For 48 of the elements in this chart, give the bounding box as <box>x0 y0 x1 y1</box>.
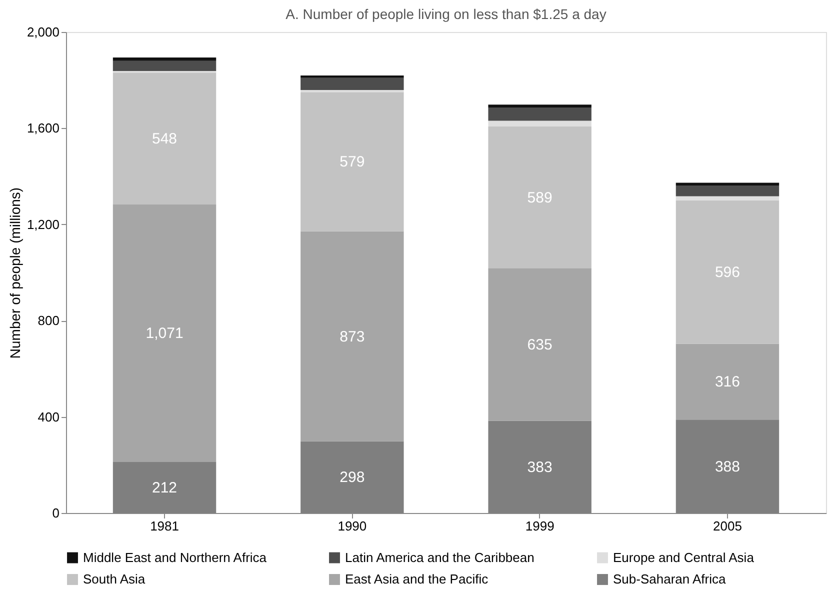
data-label: 873 <box>340 328 365 346</box>
y-tick-label: 2,000 <box>26 24 60 40</box>
bar <box>676 200 780 344</box>
y-tick-label: 1,600 <box>26 120 60 136</box>
bar <box>112 60 216 71</box>
bar <box>300 231 404 442</box>
bar <box>112 57 216 61</box>
y-tick-label: 1,200 <box>26 216 60 232</box>
data-label: 635 <box>527 336 552 354</box>
legend-label: East Asia and the Pacific <box>345 572 489 586</box>
bar <box>676 196 780 200</box>
bar <box>300 78 404 90</box>
data-label: 589 <box>527 189 552 206</box>
legend-label: South Asia <box>83 572 146 586</box>
data-label: 298 <box>340 469 365 486</box>
y-tick-label: 0 <box>52 506 60 520</box>
y-tick-label: 800 <box>38 313 60 328</box>
bar <box>300 90 404 92</box>
legend-label: Europe and Central Asia <box>613 550 755 565</box>
y-tick-label: 400 <box>38 409 60 424</box>
bar <box>488 108 592 121</box>
data-label: 548 <box>152 130 178 148</box>
legend-label: Middle East and Northern Africa <box>83 550 268 565</box>
data-label: 383 <box>527 458 552 476</box>
bar <box>488 268 592 421</box>
data-label: 388 <box>714 458 740 476</box>
bar <box>112 204 216 462</box>
data-label: 316 <box>714 374 740 391</box>
legend-label: Sub-Saharan Africa <box>613 572 727 586</box>
chart-title: A. Number of people living on less than $1.25 a day <box>286 6 606 22</box>
bar <box>488 104 592 108</box>
legend-label: Latin America and the Caribbean <box>345 550 534 565</box>
bar <box>676 182 780 186</box>
x-tick-label: 2005 <box>713 518 742 534</box>
x-tick-label: 1999 <box>525 518 554 534</box>
y-axis-title: Number of people (millions) <box>6 187 23 359</box>
bar <box>112 72 216 204</box>
x-tick-label: 1981 <box>150 518 179 534</box>
bar <box>488 120 592 127</box>
data-label: 1,071 <box>146 325 184 342</box>
bar <box>488 126 592 268</box>
data-label: 596 <box>714 264 740 282</box>
bar <box>676 344 780 420</box>
x-tick-label: 1990 <box>338 518 367 534</box>
data-label: 579 <box>340 154 365 171</box>
bar <box>676 185 780 196</box>
bar <box>300 92 404 232</box>
data-label: 212 <box>152 480 178 497</box>
